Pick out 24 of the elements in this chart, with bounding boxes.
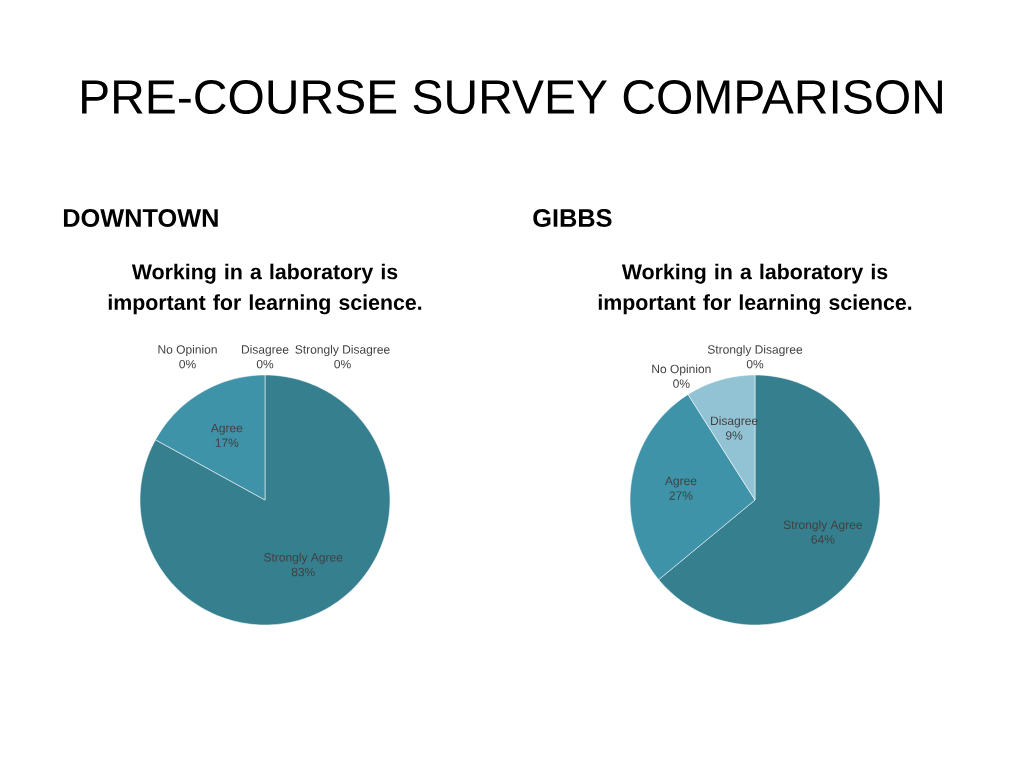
- slice-label: Agree: [664, 476, 697, 488]
- chart-title: GIBBS: [533, 209, 612, 227]
- text: 0%: [334, 359, 351, 369]
- text: 0%: [746, 359, 764, 369]
- data-label: 9%: [725, 431, 743, 440]
- slice-label: Strongly Agree: [264, 552, 343, 564]
- chart-subtitle: Working in a laboratory is important for learning science.: [108, 263, 422, 315]
- text: PRE-COURSE SURVEY COMPARISON: [82, 80, 942, 114]
- data-label: 64%: [811, 535, 835, 544]
- text: 0%: [179, 359, 196, 369]
- category-label: Strongly Disagree: [295, 344, 390, 357]
- chart-title: DOWNTOWN: [63, 209, 218, 227]
- slice-label: Strongly Agree: [783, 520, 863, 532]
- data-label: 83%: [291, 567, 315, 577]
- category-label: Strongly Disagree: [707, 344, 803, 357]
- category-label: No Opinion: [652, 364, 711, 376]
- data-label: 27%: [669, 491, 693, 500]
- text: 0%: [673, 379, 690, 388]
- text: 0%: [256, 359, 274, 369]
- chart-subtitle: Working in a laboratory is important for learning science.: [598, 263, 912, 315]
- data-label: 17%: [215, 438, 239, 447]
- category-label: Disagree: [241, 344, 289, 357]
- slice-label: Agree: [210, 423, 243, 435]
- category-label: No Opinion: [158, 344, 217, 357]
